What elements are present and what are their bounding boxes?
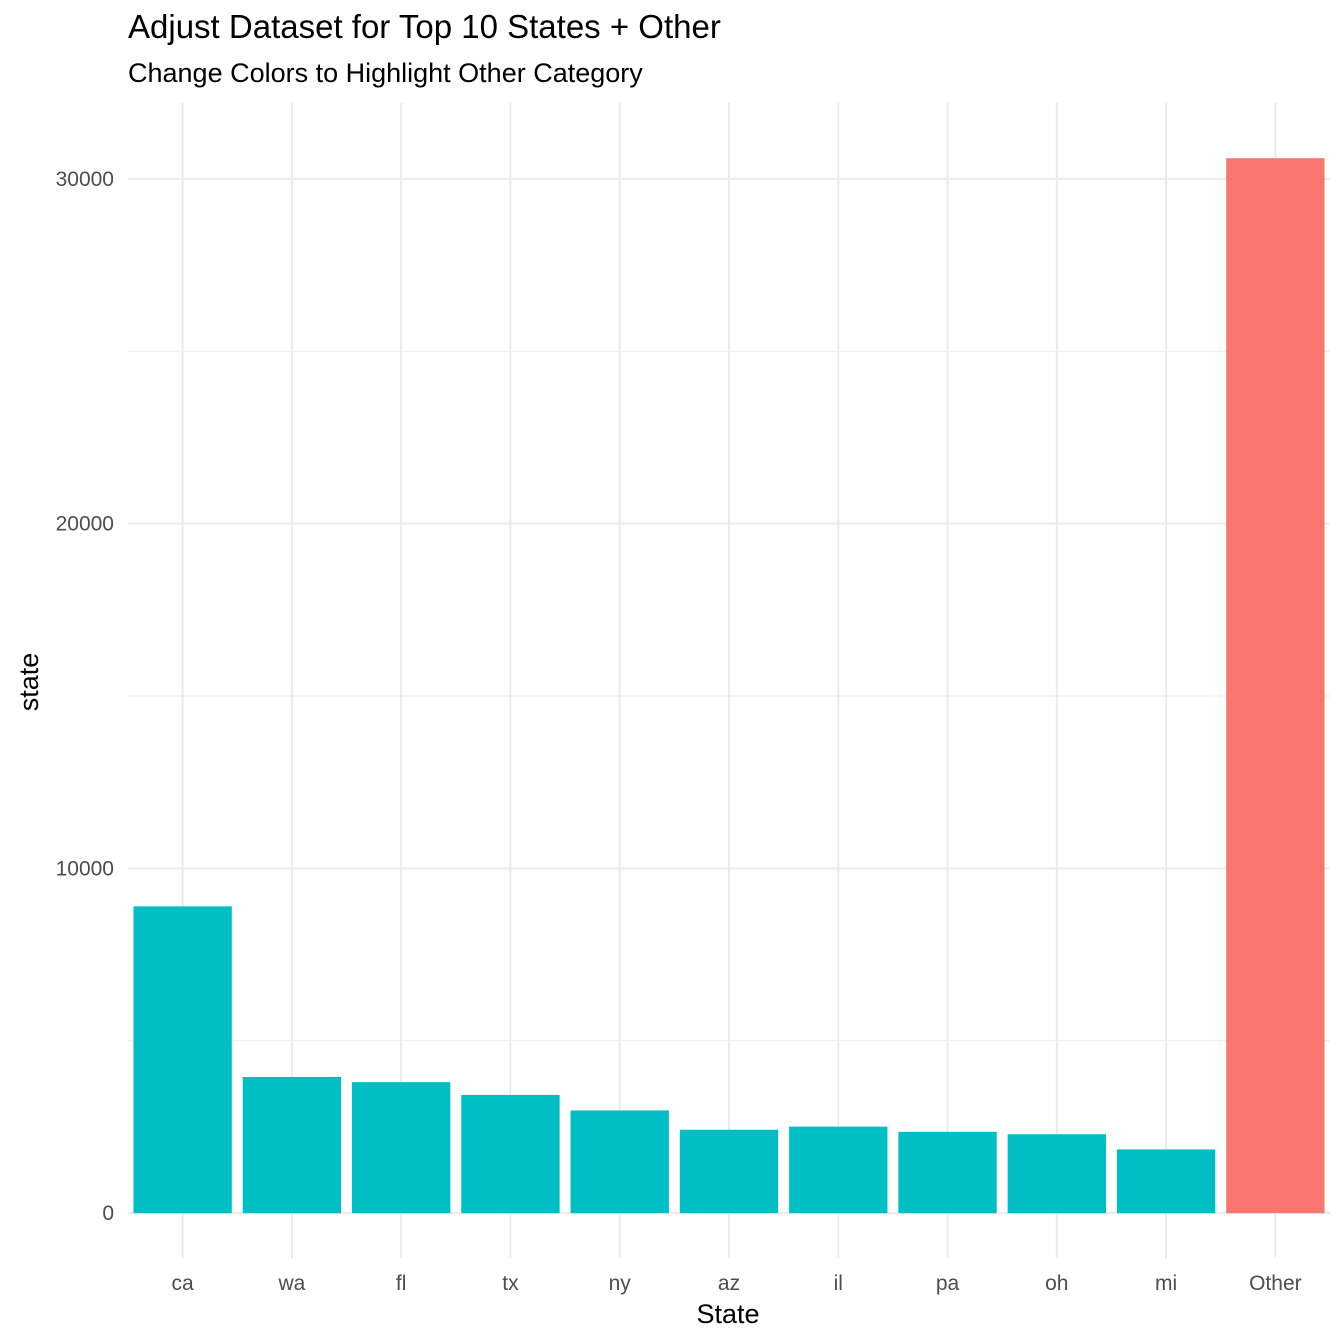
y-axis-ticks: 0 10000 20000 30000	[56, 168, 114, 1225]
chart-subtitle: Change Colors to Highlight Other Categor…	[128, 58, 643, 88]
bar-wa	[242, 1076, 342, 1214]
x-tick-label: fl	[396, 1272, 407, 1295]
x-tick-label: tx	[502, 1272, 519, 1295]
y-tick-label: 10000	[56, 857, 114, 880]
x-tick-label: pa	[936, 1272, 960, 1295]
x-tick-label: az	[718, 1272, 740, 1295]
x-tick-label: ny	[609, 1272, 632, 1295]
bar-other	[1226, 158, 1325, 1214]
chart-title: Adjust Dataset for Top 10 States + Other	[128, 8, 721, 45]
x-tick-label: ca	[172, 1272, 195, 1295]
x-tick-label: oh	[1045, 1272, 1068, 1295]
bar-fl	[352, 1082, 451, 1214]
x-tick-label: Other	[1249, 1272, 1302, 1295]
bar-ny	[570, 1110, 669, 1214]
bar-tx	[461, 1094, 560, 1214]
x-tick-label: il	[834, 1272, 843, 1295]
y-tick-label: 30000	[56, 168, 114, 191]
y-tick-label: 0	[102, 1202, 114, 1225]
bar-ca	[133, 906, 232, 1214]
y-axis-title: state	[14, 653, 44, 712]
bar-oh	[1007, 1134, 1106, 1214]
x-axis-ticks: ca wa fl tx ny az il pa oh mi Other	[172, 1272, 1302, 1295]
bar-mi	[1116, 1149, 1216, 1214]
x-tick-label: mi	[1155, 1272, 1177, 1295]
y-tick-label: 20000	[56, 513, 114, 536]
bar-il	[789, 1126, 888, 1214]
x-axis-title: State	[696, 1299, 759, 1329]
bar-az	[679, 1129, 779, 1214]
bars	[133, 158, 1325, 1214]
x-tick-label: wa	[277, 1272, 305, 1295]
bar-pa	[898, 1131, 997, 1214]
